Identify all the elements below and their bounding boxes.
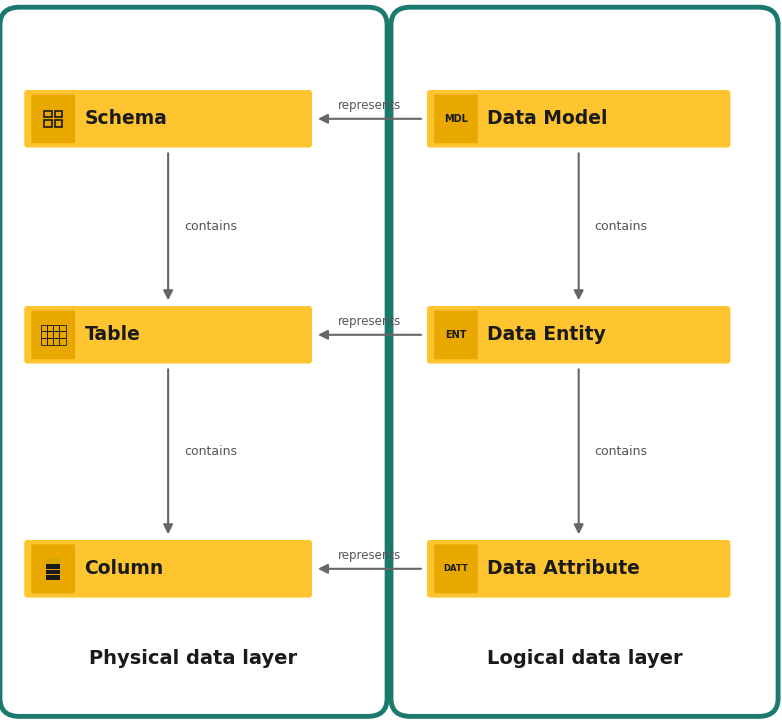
FancyBboxPatch shape (24, 90, 312, 148)
Bar (46, 558, 60, 563)
Text: represents: represents (338, 549, 401, 562)
Bar (53, 325, 59, 331)
FancyBboxPatch shape (31, 310, 75, 359)
Text: contains: contains (594, 220, 647, 233)
Text: contains: contains (184, 220, 237, 233)
Bar (59, 325, 66, 331)
Text: Column: Column (84, 559, 163, 578)
Text: Physical data layer: Physical data layer (89, 649, 298, 668)
Bar (59, 338, 66, 345)
FancyBboxPatch shape (434, 310, 478, 359)
FancyBboxPatch shape (31, 94, 75, 143)
FancyBboxPatch shape (427, 90, 730, 148)
Text: Data Model: Data Model (487, 109, 608, 128)
FancyBboxPatch shape (427, 306, 730, 364)
Bar (59, 331, 66, 338)
Bar (55, 120, 63, 127)
Text: Data Attribute: Data Attribute (487, 559, 640, 578)
Text: Logical data layer: Logical data layer (486, 649, 683, 668)
Bar (41, 331, 47, 338)
Text: ENT: ENT (445, 330, 467, 340)
Bar (46, 558, 60, 580)
Bar (47, 325, 53, 331)
FancyBboxPatch shape (31, 544, 75, 593)
Bar (45, 111, 52, 117)
Text: MDL: MDL (444, 114, 468, 124)
Bar (53, 331, 59, 338)
Text: contains: contains (184, 445, 237, 459)
FancyBboxPatch shape (391, 7, 778, 716)
Bar (53, 338, 59, 345)
Text: contains: contains (594, 445, 647, 459)
Text: represents: represents (338, 315, 401, 328)
Bar (47, 338, 53, 345)
FancyBboxPatch shape (434, 94, 478, 143)
FancyBboxPatch shape (427, 540, 730, 598)
Bar (45, 120, 52, 127)
Bar (47, 331, 53, 338)
FancyBboxPatch shape (24, 540, 312, 598)
FancyBboxPatch shape (434, 544, 478, 593)
Text: Schema: Schema (84, 109, 167, 128)
Text: Table: Table (84, 325, 140, 344)
Text: represents: represents (338, 99, 401, 112)
Text: DATT: DATT (443, 564, 468, 573)
Bar (41, 325, 47, 331)
Text: Data Entity: Data Entity (487, 325, 606, 344)
Bar (41, 338, 47, 345)
Bar (55, 111, 63, 117)
FancyBboxPatch shape (0, 7, 387, 716)
FancyBboxPatch shape (24, 306, 312, 364)
